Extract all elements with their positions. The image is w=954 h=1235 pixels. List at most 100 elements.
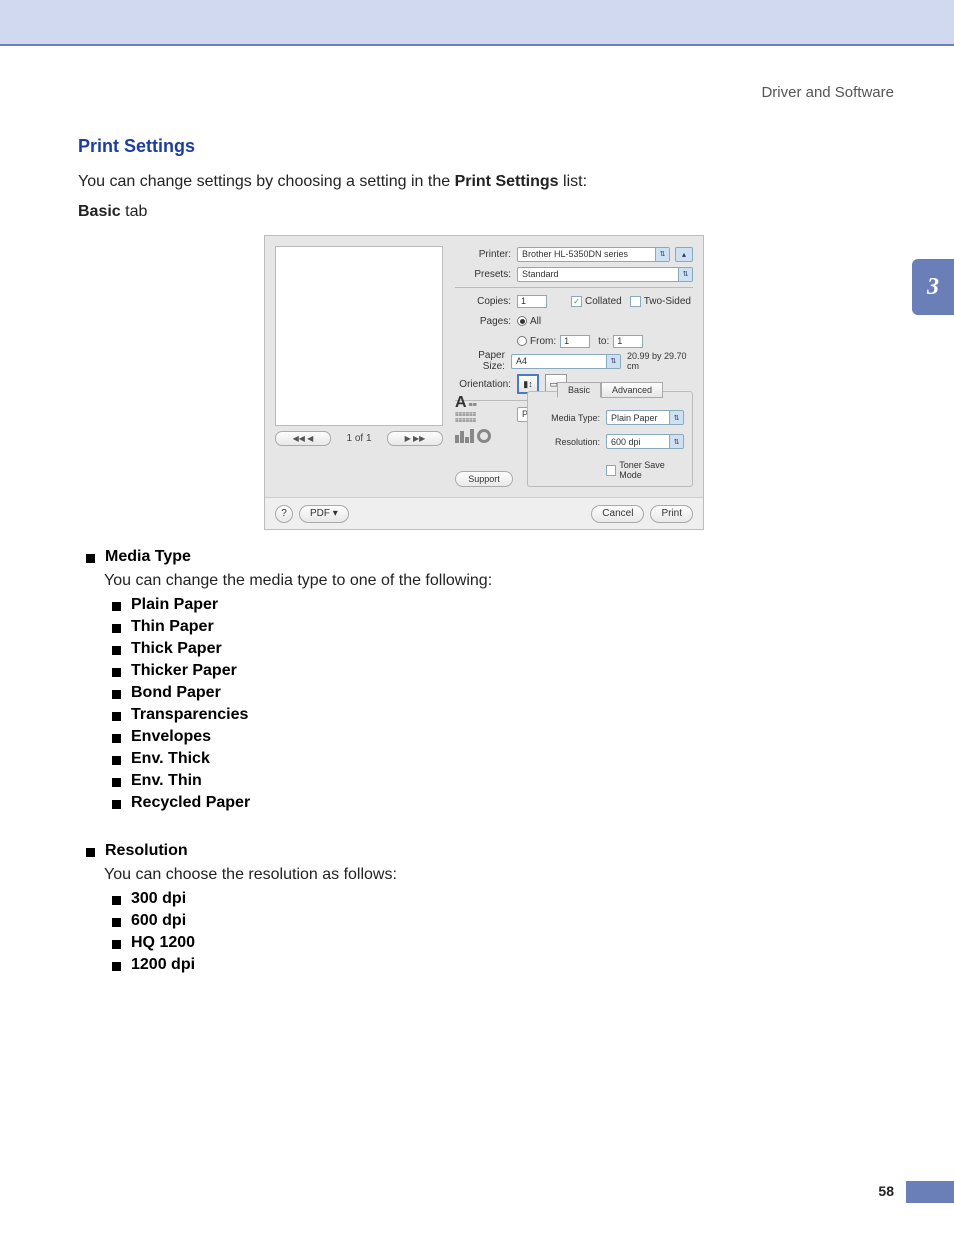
- spacer: [78, 816, 878, 838]
- intro-text: You can change settings by choosing a se…: [78, 171, 878, 193]
- pages-range-radio[interactable]: [517, 336, 527, 346]
- preview-nav: ◀◀ ◀ 1 of 1 ▶ ▶▶: [275, 430, 443, 446]
- copies-input[interactable]: 1: [517, 295, 547, 308]
- list-item: Thick Paper: [104, 640, 878, 658]
- list-item-label: Bond Paper: [131, 684, 221, 702]
- list-item-label: Thick Paper: [131, 640, 222, 658]
- pages-all-radio[interactable]: [517, 316, 527, 326]
- basic-tab-label: Basic tab: [78, 203, 878, 221]
- print-dialog: ◀◀ ◀ 1 of 1 ▶ ▶▶ Printer: Brother HL-535…: [264, 235, 704, 530]
- media-type-select[interactable]: Plain Paper ⇅: [606, 410, 684, 425]
- paper-size-select[interactable]: A4⇅: [511, 354, 621, 369]
- paper-size-label: Paper Size:: [455, 350, 505, 372]
- toner-save-label: Toner Save Mode: [619, 460, 684, 480]
- tab-basic[interactable]: Basic: [557, 382, 601, 398]
- presets-select[interactable]: Standard⇅: [517, 267, 693, 282]
- intro-bold: Print Settings: [455, 173, 559, 190]
- top-blue-bar: [0, 0, 954, 44]
- from-label: From:: [530, 336, 556, 347]
- list-item-label: 300 dpi: [131, 890, 186, 908]
- list-item: Transparencies: [104, 706, 878, 724]
- square-bullet-icon: [112, 800, 121, 809]
- list-item-label: Env. Thin: [131, 772, 202, 790]
- print-button[interactable]: Print: [650, 505, 693, 523]
- media-type-label: Media Type:: [536, 413, 600, 423]
- option-list: 300 dpi 600 dpi HQ 1200 1200 dpi: [104, 890, 878, 974]
- resolution-label: Resolution:: [536, 437, 600, 447]
- nav-next-button[interactable]: ▶ ▶▶: [387, 431, 443, 446]
- square-bullet-icon: [112, 962, 121, 971]
- square-bullet-icon: [86, 848, 95, 857]
- tab-advanced[interactable]: Advanced: [601, 382, 663, 398]
- collated-label: Collated: [585, 296, 622, 307]
- list-item-label: Transparencies: [131, 706, 248, 724]
- section-header: Driver and Software: [761, 84, 894, 101]
- list-item-label: 600 dpi: [131, 912, 186, 930]
- chevron-updown-icon: ⇅: [669, 411, 683, 424]
- square-bullet-icon: [112, 756, 121, 765]
- collated-checkbox[interactable]: ✓: [571, 296, 582, 307]
- printer-label: Printer:: [455, 249, 511, 260]
- dialog-footer: ? PDF ▾ Cancel Print: [265, 497, 703, 529]
- list-item-label: Recycled Paper: [131, 794, 250, 812]
- settings-panel: Basic Advanced Media Type: Plain Paper⇅ …: [527, 391, 693, 487]
- list-item: 300 dpi: [104, 890, 878, 908]
- a-sample-icon: A ≡≡ ≡≡≡≡≡≡≡≡≡≡≡≡: [455, 394, 495, 444]
- square-bullet-icon: [112, 646, 121, 655]
- pages-label: Pages:: [455, 316, 511, 327]
- intro-pre: You can change settings by choosing a se…: [78, 173, 455, 190]
- section: Resolution You can choose the resolution …: [78, 842, 878, 974]
- pdf-button[interactable]: PDF ▾: [299, 505, 349, 523]
- square-bullet-icon: [112, 712, 121, 721]
- section-heading: Media Type: [105, 548, 191, 566]
- list-item-label: Thin Paper: [131, 618, 214, 636]
- list-item: 1200 dpi: [104, 956, 878, 974]
- chevron-updown-icon: ⇅: [606, 355, 620, 368]
- letter-a-icon: A: [455, 394, 467, 411]
- section-description: You can change the media type to one of …: [104, 572, 878, 590]
- from-input[interactable]: 1: [560, 335, 590, 348]
- two-sided-label: Two-Sided: [644, 296, 691, 307]
- cancel-button[interactable]: Cancel: [591, 505, 644, 523]
- square-bullet-icon: [112, 778, 121, 787]
- list-item-label: Env. Thick: [131, 750, 210, 768]
- resolution-value: 600 dpi: [611, 437, 641, 447]
- list-item: Recycled Paper: [104, 794, 878, 812]
- expand-button[interactable]: ▴: [675, 247, 693, 262]
- list-item: Envelopes: [104, 728, 878, 746]
- to-input[interactable]: 1: [613, 335, 643, 348]
- toner-save-checkbox[interactable]: [606, 465, 616, 476]
- option-list: Plain PaperThin PaperThick PaperThicker …: [104, 596, 878, 812]
- presets-label: Presets:: [455, 269, 511, 280]
- print-dialog-image: ◀◀ ◀ 1 of 1 ▶ ▶▶ Printer: Brother HL-535…: [264, 235, 878, 530]
- square-bullet-icon: [112, 734, 121, 743]
- paper-dimensions: 20.99 by 29.70 cm: [627, 351, 693, 371]
- help-button[interactable]: ?: [275, 505, 293, 523]
- square-bullet-icon: [112, 918, 121, 927]
- section-description: You can choose the resolution as follows…: [104, 866, 878, 884]
- media-type-value: Plain Paper: [611, 413, 658, 423]
- square-bullet-icon: [112, 690, 121, 699]
- nav-prev-button[interactable]: ◀◀ ◀: [275, 431, 331, 446]
- to-label: to:: [598, 336, 609, 347]
- list-item: Bond Paper: [104, 684, 878, 702]
- page-title: Print Settings: [78, 136, 878, 157]
- list-item-label: HQ 1200: [131, 934, 195, 952]
- list-item: Env. Thin: [104, 772, 878, 790]
- list-item-label: Envelopes: [131, 728, 211, 746]
- presets-value: Standard: [522, 269, 559, 279]
- intro-post: list:: [559, 173, 587, 190]
- list-item: Plain Paper: [104, 596, 878, 614]
- divider: [455, 287, 693, 288]
- two-sided-checkbox[interactable]: [630, 296, 641, 307]
- chevron-updown-icon: ⇅: [669, 435, 683, 448]
- list-item: Env. Thick: [104, 750, 878, 768]
- copies-label: Copies:: [455, 296, 511, 307]
- printer-select[interactable]: Brother HL-5350DN series⇅: [517, 247, 670, 262]
- list-item-label: Plain Paper: [131, 596, 218, 614]
- square-bullet-icon: [112, 940, 121, 949]
- section-heading: Resolution: [105, 842, 188, 860]
- list-item: HQ 1200: [104, 934, 878, 952]
- support-button[interactable]: Support: [455, 471, 513, 487]
- resolution-select[interactable]: 600 dpi ⇅: [606, 434, 684, 449]
